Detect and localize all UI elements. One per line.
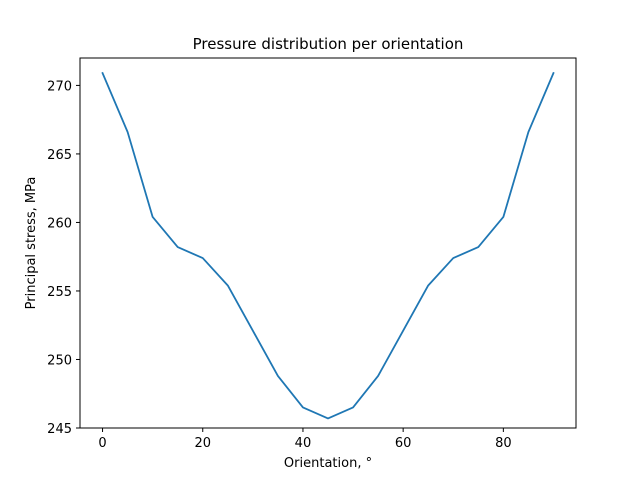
y-tick-label: 265 — [47, 148, 72, 163]
plot-area — [101, 71, 555, 420]
x-tick-label: 0 — [98, 436, 106, 451]
y-tick-label: 270 — [47, 79, 72, 94]
y-tick-label: 255 — [47, 285, 72, 300]
y-tick-label: 245 — [47, 422, 72, 437]
x-axis-label: Orientation, ° — [284, 456, 372, 471]
x-tick-label: 40 — [295, 436, 312, 451]
y-tick-label: 260 — [47, 216, 72, 231]
x-tick-label: 60 — [395, 436, 412, 451]
axes-frame — [79, 57, 577, 429]
y-tick-label: 250 — [47, 353, 72, 368]
series-line — [101, 71, 555, 420]
y-axis-label: Principal stress, MPa — [24, 177, 39, 310]
x-tick-label: 20 — [194, 436, 211, 451]
chart-title: Pressure distribution per orientation — [193, 35, 464, 53]
x-tick-label: 80 — [495, 436, 512, 451]
